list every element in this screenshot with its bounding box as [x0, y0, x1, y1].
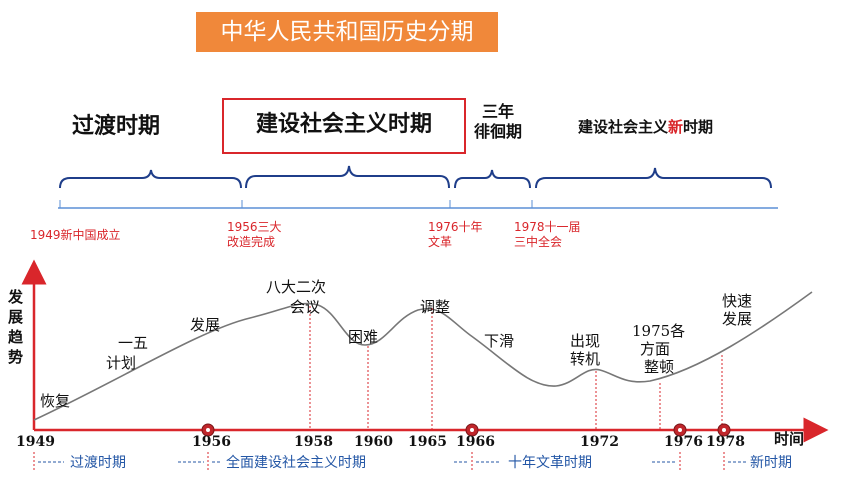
top-timeline — [58, 165, 778, 209]
period-wandering: 三年 徘徊期 — [470, 102, 526, 142]
period-wandering-line2: 徘徊期 — [473, 122, 522, 141]
period-new-era-highlight: 新 — [668, 118, 684, 136]
milestone-dots — [201, 423, 731, 437]
year-1966: 1966 — [456, 434, 495, 450]
label-congress-line1: 八大二次 — [266, 278, 326, 296]
label-rectify-line3: 整顿 — [644, 358, 674, 376]
label-adjust: 调整 — [420, 298, 450, 316]
event-1978-line1: 1978十一届 — [514, 220, 581, 234]
brace-wandering — [454, 169, 531, 189]
label-develop: 发展 — [190, 316, 220, 334]
label-rectify-line2: 方面 — [640, 340, 670, 358]
band-new-era: 新时期 — [750, 455, 792, 471]
label-congress-line2: 会议 — [290, 298, 320, 316]
period-new-era-suffix: 时期 — [683, 118, 714, 136]
event-1956-line2: 改造完成 — [227, 235, 276, 249]
period-band: 过渡时期 全面建设社会主义时期 十年文革时期 新时期 — [33, 452, 792, 472]
label-fast-line2: 发展 — [722, 310, 752, 328]
x-axis-label: 时间 — [774, 430, 804, 448]
label-turn-line2: 转机 — [570, 350, 600, 368]
year-1956: 1956 — [192, 434, 231, 450]
y-label-4: 势 — [8, 348, 23, 366]
event-1949: 1949新中国成立 — [30, 228, 121, 242]
trend-graph: 发 展 趋 势 时间 1949 1956 1958 1960 1965 1966… — [7, 259, 829, 450]
brace-new-era — [535, 167, 772, 189]
period-new-era: 建设社会主义新时期 — [578, 116, 713, 137]
y-label-1: 发 — [7, 288, 24, 306]
brace-transition — [59, 169, 242, 189]
year-1949: 1949 — [16, 434, 55, 450]
year-1976: 1976 — [664, 434, 703, 450]
event-1976: 1976十年 文革 — [428, 220, 483, 250]
label-rectify-line1: 1975各 — [632, 322, 685, 340]
event-1956: 1956三大 改造完成 — [227, 220, 282, 250]
period-transition: 过渡时期 — [72, 114, 161, 139]
y-label-3: 趋 — [8, 328, 24, 346]
band-cultural-revolution: 十年文革时期 — [508, 455, 592, 471]
year-1978: 1978 — [706, 434, 745, 450]
year-1972: 1972 — [580, 434, 619, 450]
period-new-era-prefix: 建设社会主义 — [578, 118, 669, 136]
period-socialist-construction: 建设社会主义时期 — [222, 98, 466, 154]
year-1958: 1958 — [294, 434, 333, 450]
title-banner: 中华人民共和国历史分期 — [196, 12, 498, 52]
year-1965: 1965 — [408, 434, 447, 450]
label-plan-line2: 计划 — [106, 354, 136, 372]
event-1956-line1: 1956三大 — [227, 220, 282, 234]
year-1960: 1960 — [354, 434, 393, 450]
label-recover: 恢复 — [40, 392, 70, 410]
event-1976-line2: 文革 — [428, 235, 453, 249]
event-1976-line1: 1976十年 — [428, 220, 483, 234]
event-1978-line2: 三中全会 — [514, 235, 563, 249]
label-plan-line1: 一五 — [118, 334, 148, 352]
band-socialist-construction: 全面建设社会主义时期 — [226, 454, 366, 471]
label-turn-line1: 出现 — [570, 332, 600, 350]
period-wandering-line1: 三年 — [481, 102, 514, 121]
label-fast-line1: 快速 — [722, 292, 752, 310]
trend-curve — [33, 291, 813, 421]
y-label-2: 展 — [8, 308, 23, 326]
label-difficulty: 困难 — [348, 328, 378, 346]
band-transition: 过渡时期 — [70, 455, 126, 471]
event-1978: 1978十一届 三中全会 — [514, 220, 581, 250]
brace-socialist-construction — [245, 165, 450, 189]
label-decline: 下滑 — [484, 332, 514, 350]
